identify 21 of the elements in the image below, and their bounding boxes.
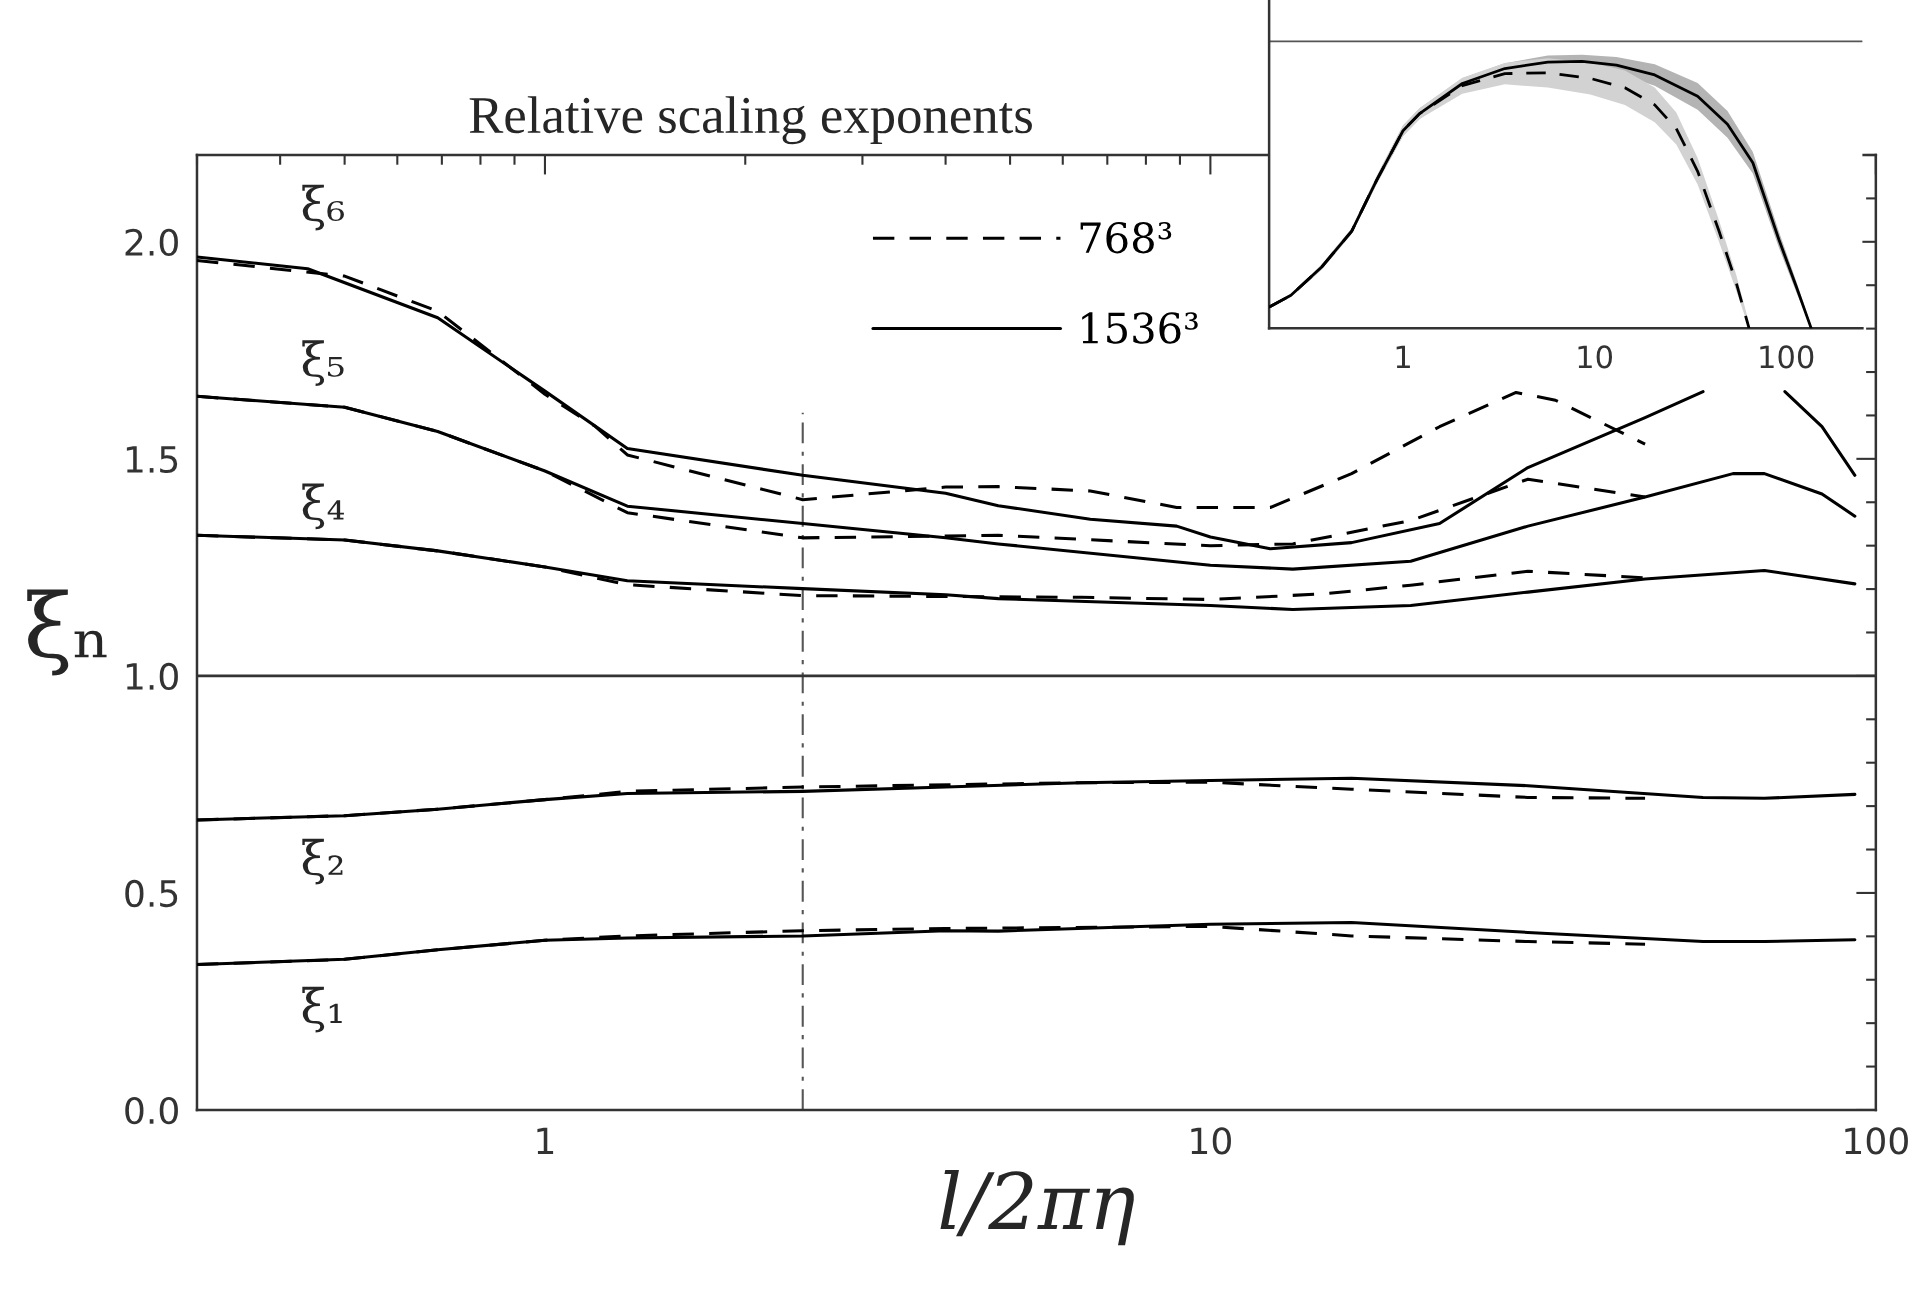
y-tick-label: 2.0 <box>125 228 178 257</box>
legend-label: 1536³ <box>1082 312 1198 344</box>
y-tick-label: 1.0 <box>126 662 178 691</box>
annotation: ξ₂ <box>302 838 343 885</box>
chart-title: Relative scaling exponents <box>469 96 1032 145</box>
x-tick-label: 100 <box>1845 1127 1908 1155</box>
annotation: ξ₆ <box>302 184 344 231</box>
x-tick-label: 100 <box>1760 345 1814 369</box>
x-axis-title: l/2πη <box>940 1169 1134 1246</box>
y-tick-label: 0.5 <box>125 879 178 908</box>
x-tick-label: 1 <box>1396 345 1410 369</box>
y-tick-label: 1.5 <box>126 446 178 474</box>
x-tick-label: 10 <box>1578 345 1613 369</box>
x-tick-label: 1 <box>537 1127 554 1155</box>
y-axis-title: ξₙ <box>27 589 107 676</box>
annotation: ξ₁ <box>302 986 342 1033</box>
legend-label: 768³ <box>1080 221 1172 254</box>
y-tick-label: 0.0 <box>125 1096 178 1125</box>
annotation: ξ₄ <box>302 483 344 530</box>
x-tick-label: 10 <box>1191 1127 1231 1155</box>
annotation: ξ₅ <box>302 340 344 387</box>
